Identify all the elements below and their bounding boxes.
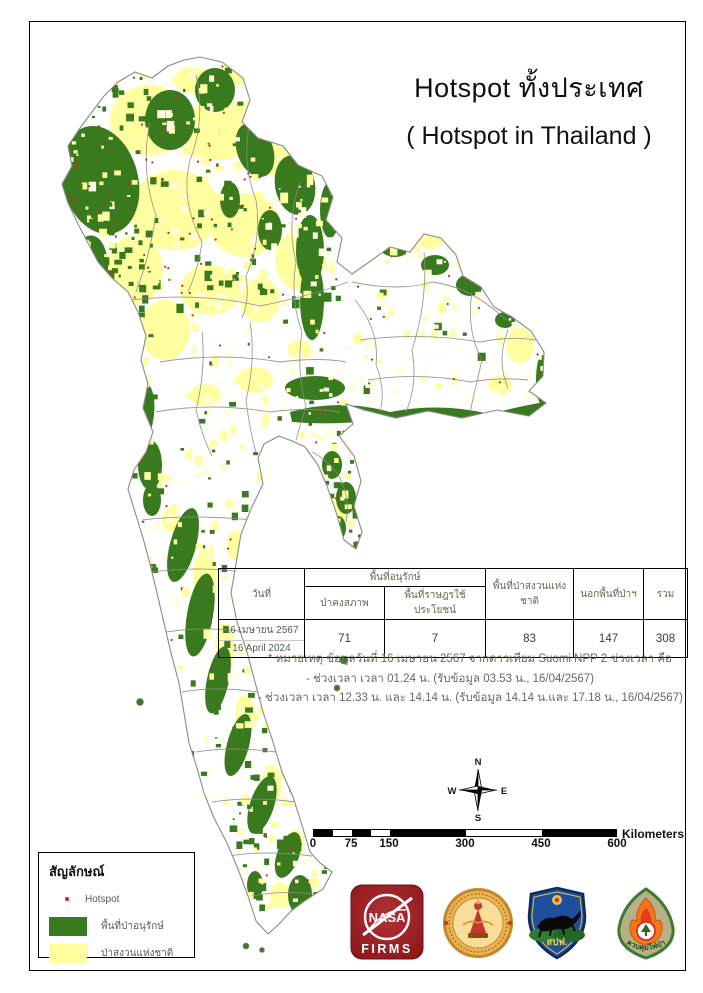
badge-curved-text: ควบคุมไฟป่า xyxy=(625,938,667,952)
scale-tick: 600 xyxy=(607,838,627,850)
scale-tick: 75 xyxy=(344,838,358,850)
col-header-national-reserved: พื้นที่ป่าสงวนแห่งชาติ xyxy=(485,568,575,620)
nasa-wordmark: NASA xyxy=(369,910,406,925)
report-title-english: ( Hotspot in Thailand ) xyxy=(406,122,652,150)
firms-wordmark: FIRMS xyxy=(361,942,412,956)
col-header-outside-forest: นอกพื้นที่ป่าฯ xyxy=(573,568,645,620)
legend-item-conservation-forest: พื้นที่ป่าอนุรักษ์ xyxy=(49,916,194,936)
yellow-swatch-icon xyxy=(49,943,87,963)
compass-south-label: S xyxy=(475,813,481,822)
province-boundaries xyxy=(131,74,537,897)
national-parks-department-seal xyxy=(443,888,513,958)
legend-title: สัญลักษณ์ xyxy=(49,864,105,879)
scale-tick: 0 xyxy=(309,838,317,850)
date-thai: 16 เมษายน 2567 xyxy=(219,620,304,641)
shield-abbreviation: สปฟ. xyxy=(546,936,567,948)
date-english: 16 April 2024 xyxy=(232,643,291,654)
date-cell: 16 เมษายน 2567 16 April 2024 xyxy=(218,619,305,658)
note-line-3: - ช่วงเวลา เวลา 12.33 น. และ 14.14 น. (ร… xyxy=(258,692,683,704)
scale-tick: 300 xyxy=(455,838,475,850)
col-header-date: วันที่ xyxy=(218,568,305,620)
map-scale-bar xyxy=(313,829,617,837)
green-swatch-icon xyxy=(49,916,87,936)
value-people-use: 7 xyxy=(383,619,487,658)
compass-rose-icon: N S E W xyxy=(448,757,508,822)
legend-label: ป่าสงวนแห่งชาติ xyxy=(101,947,174,959)
table-row: 16 เมษายน 2567 16 April 2024 71 7 83 147… xyxy=(218,619,689,658)
nasa-firms-logo: NASA FIRMS xyxy=(350,884,424,960)
compass-east-label: E xyxy=(501,786,507,797)
value-outside-forest: 147 xyxy=(573,619,645,658)
scale-unit-label: Kilometers xyxy=(622,827,685,841)
legend-item-reserved-forest: ป่าสงวนแห่งชาติ xyxy=(49,943,194,963)
legend-box: สัญลักษณ์ Hotspot พื้นที่ป่าอนุรักษ์ ป่า… xyxy=(38,852,195,963)
col-header-intact-forest: ป่าคงสภาพ xyxy=(304,586,385,620)
compass-west-label: W xyxy=(448,786,457,797)
scale-tick: 150 xyxy=(379,838,399,850)
compass-north-label: N xyxy=(475,757,482,768)
forest-fire-office-shield-logo: สปฟ. xyxy=(527,886,587,960)
value-intact-forest: 71 xyxy=(304,619,385,658)
legend-label: พื้นที่ป่าอนุรักษ์ xyxy=(101,920,164,932)
value-total: 308 xyxy=(643,619,689,658)
hotspot-summary-table: วันที่ พื้นที่อนุรักษ์ พื้นที่ป่าสงวนแห่… xyxy=(218,568,689,658)
legend-item-hotspot: Hotspot xyxy=(49,889,194,909)
note-line-1: * หมายเหตุ ข้อมูลวันที่ 16 เมษายน 2567 จ… xyxy=(268,653,672,665)
scale-tick: 450 xyxy=(531,838,551,850)
hotspot-dot-icon xyxy=(65,897,69,901)
report-title-thai: Hotspot ทั้งประเทศ xyxy=(414,73,644,103)
col-header-people-use: พื้นที่ราษฎรใช้ประโยชน์ xyxy=(383,586,487,620)
col-header-conservation-area: พื้นที่อนุรักษ์ xyxy=(303,568,487,587)
col-header-total: รวม xyxy=(643,568,689,620)
note-line-2: - ช่วงเวลา เวลา 01.24 น. (รับข้อมูล 03.5… xyxy=(306,673,595,685)
scale-bar-ticks: 0 75 150 300 450 600 xyxy=(0,838,703,852)
forest-fire-control-badge-logo: ควบคุมไฟป่า xyxy=(617,887,675,960)
legend-label: Hotspot xyxy=(85,893,120,905)
